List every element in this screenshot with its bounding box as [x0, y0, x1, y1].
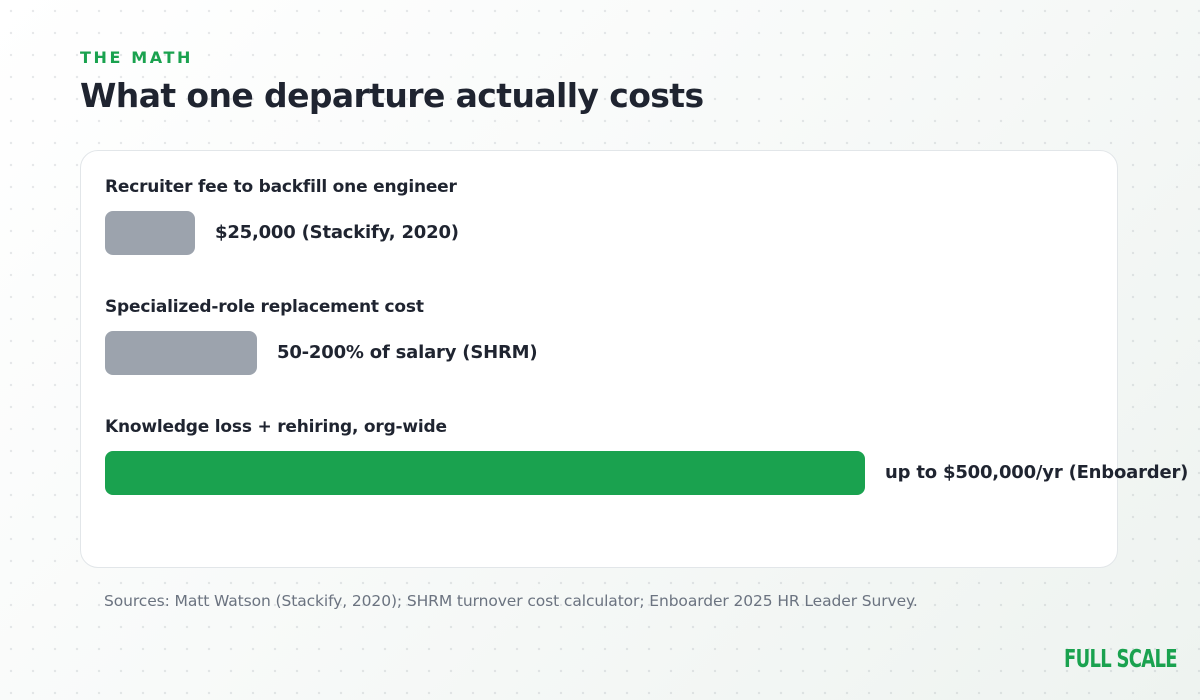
category-label: Recruiter fee to backfill one engineer	[105, 177, 457, 197]
chart-row-specialized-role: Specialized-role replacement cost 50-200…	[105, 271, 1105, 375]
data-label: 50-200% of salary (SHRM)	[277, 342, 538, 363]
sources-note: Sources: Matt Watson (Stackify, 2020); S…	[104, 592, 918, 610]
bar-knowledge-loss	[105, 451, 865, 495]
brand-logo: FULL SCALE	[1064, 644, 1178, 673]
chart-row-knowledge-loss: Knowledge loss + rehiring, org-wide up t…	[105, 391, 1188, 495]
bar-specialized-role	[105, 331, 257, 375]
chart-row-recruiter-fee: Recruiter fee to backfill one engineer $…	[105, 151, 1105, 255]
page-title: What one departure actually costs	[80, 76, 704, 115]
data-label: $25,000 (Stackify, 2020)	[215, 222, 459, 243]
bar-recruiter-fee	[105, 211, 195, 255]
chart-card: Recruiter fee to backfill one engineer $…	[80, 150, 1188, 568]
category-label: Specialized-role replacement cost	[105, 297, 424, 317]
data-label: up to $500,000/yr (Enboarder)	[885, 462, 1189, 483]
category-label: Knowledge loss + rehiring, org-wide	[105, 417, 447, 437]
eyebrow-label: THE MATH	[80, 48, 193, 67]
